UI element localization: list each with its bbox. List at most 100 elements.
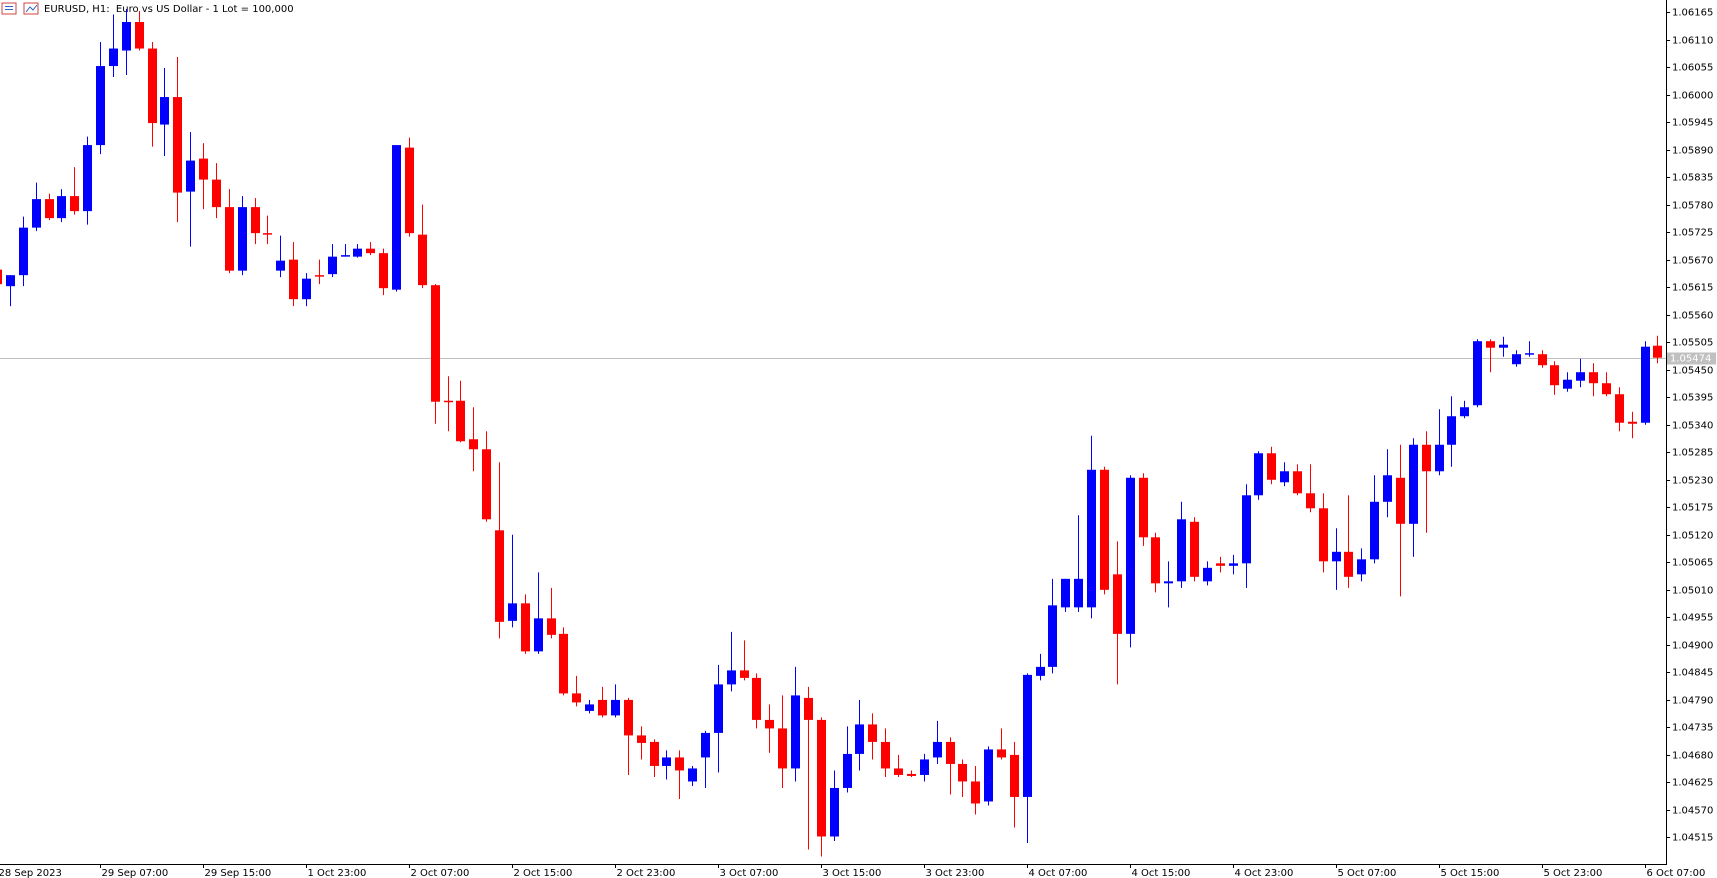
candle-body — [263, 233, 272, 235]
y-tick-label: 1.05340 — [1672, 421, 1713, 432]
candle-body — [740, 670, 749, 678]
y-tick-label: 1.05835 — [1672, 173, 1713, 184]
candle-body — [1229, 563, 1238, 566]
candle-body — [0, 269, 2, 285]
candle-body — [57, 196, 66, 219]
candle-body — [495, 530, 504, 622]
x-tick-label: 29 Sep 15:00 — [205, 868, 272, 878]
candle-body — [1087, 469, 1096, 608]
candle-body — [160, 97, 169, 125]
candle-body — [727, 670, 736, 685]
x-tick-label: 3 Oct 23:00 — [926, 868, 985, 878]
y-tick-label: 1.05120 — [1672, 531, 1713, 542]
candle-body — [933, 741, 942, 758]
icon-list[interactable] — [1, 2, 17, 15]
candle-body — [1653, 345, 1662, 358]
candle-body — [1615, 394, 1624, 423]
candle-body — [958, 763, 967, 782]
candle-body — [469, 439, 478, 450]
candle-body — [45, 199, 54, 219]
x-tick-label: 3 Oct 15:00 — [823, 868, 882, 878]
candle-body — [1422, 444, 1431, 472]
candle-body — [238, 207, 247, 271]
y-tick-label: 1.06165 — [1672, 8, 1713, 19]
candle-body — [1164, 581, 1173, 584]
candle-body — [186, 160, 195, 192]
candle-body — [1139, 477, 1148, 538]
x-tick-label: 3 Oct 07:00 — [720, 868, 779, 878]
candle-body — [1074, 578, 1083, 608]
candle-body — [868, 724, 877, 742]
candle-body — [1306, 493, 1315, 509]
x-tick-label: 28 Sep 2023 — [0, 868, 62, 878]
candle-body — [1332, 551, 1341, 562]
y-tick-label: 1.05945 — [1672, 118, 1713, 129]
x-tick-label: 29 Sep 07:00 — [102, 868, 169, 878]
x-tick-label: 5 Oct 15:00 — [1441, 868, 1500, 878]
candle-body — [1589, 372, 1598, 384]
candle-body — [1383, 475, 1392, 502]
x-tick-label: 2 Oct 07:00 — [411, 868, 470, 878]
candle-body — [1344, 551, 1353, 577]
candle-body — [1486, 341, 1495, 348]
price-label: 1.05474 — [1670, 354, 1711, 365]
candle-body — [96, 66, 105, 146]
candle-body — [585, 704, 594, 711]
candle-body — [1435, 444, 1444, 472]
candle-body — [1512, 354, 1521, 365]
candle-body — [1550, 365, 1559, 386]
candle-body — [843, 753, 852, 788]
candle-body — [1447, 416, 1456, 445]
y-tick-label: 1.05450 — [1672, 366, 1713, 377]
candle-body — [650, 741, 659, 766]
candle-body — [1319, 508, 1328, 562]
y-tick-label: 1.05560 — [1672, 311, 1713, 322]
candle-body — [431, 285, 440, 402]
candle-body — [173, 97, 182, 193]
y-tick-label: 1.05175 — [1672, 503, 1713, 514]
candle-body — [353, 248, 362, 257]
y-tick-label: 1.04625 — [1672, 778, 1713, 789]
candle-body — [1538, 354, 1547, 366]
candle-body — [547, 618, 556, 635]
y-tick-label: 1.05725 — [1672, 228, 1713, 239]
y-tick-label: 1.04515 — [1672, 833, 1713, 844]
x-tick-label: 6 Oct 07:00 — [1647, 868, 1706, 878]
candle-body — [997, 749, 1006, 758]
candle-body — [1216, 563, 1225, 566]
candle-body — [70, 196, 79, 212]
x-tick-label: 2 Oct 15:00 — [514, 868, 573, 878]
y-tick-label: 1.04955 — [1672, 613, 1713, 624]
candle-body — [1267, 453, 1276, 480]
candle-body — [302, 278, 311, 300]
candle-body — [1151, 537, 1160, 584]
candle-body — [1576, 372, 1585, 381]
y-tick-label: 1.04735 — [1672, 723, 1713, 734]
y-tick-label: 1.05670 — [1672, 256, 1713, 267]
candle-body — [1563, 379, 1572, 389]
candle-body — [379, 253, 388, 289]
y-tick-label: 1.04570 — [1672, 806, 1713, 817]
y-tick-label: 1.05780 — [1672, 201, 1713, 212]
y-tick-label: 1.05890 — [1672, 146, 1713, 157]
candle-body — [148, 48, 157, 124]
candle-body — [1641, 346, 1650, 423]
candle-body — [637, 735, 646, 743]
candle-body — [1525, 353, 1534, 355]
candle-body — [276, 260, 285, 271]
candle-body — [1628, 421, 1637, 424]
candle-body — [109, 48, 118, 67]
chart-icons — [1, 2, 39, 15]
candle-body — [199, 158, 208, 180]
candle-body — [225, 207, 234, 271]
candle-body — [1460, 407, 1469, 417]
candle-body — [1473, 341, 1482, 406]
candle-body — [392, 145, 401, 290]
candle-body — [251, 207, 260, 234]
candle-body — [32, 199, 41, 228]
candle-body — [1602, 383, 1611, 395]
y-tick-label: 1.04680 — [1672, 751, 1713, 762]
candle-body — [1409, 444, 1418, 524]
y-tick-label: 1.05505 — [1672, 338, 1713, 349]
